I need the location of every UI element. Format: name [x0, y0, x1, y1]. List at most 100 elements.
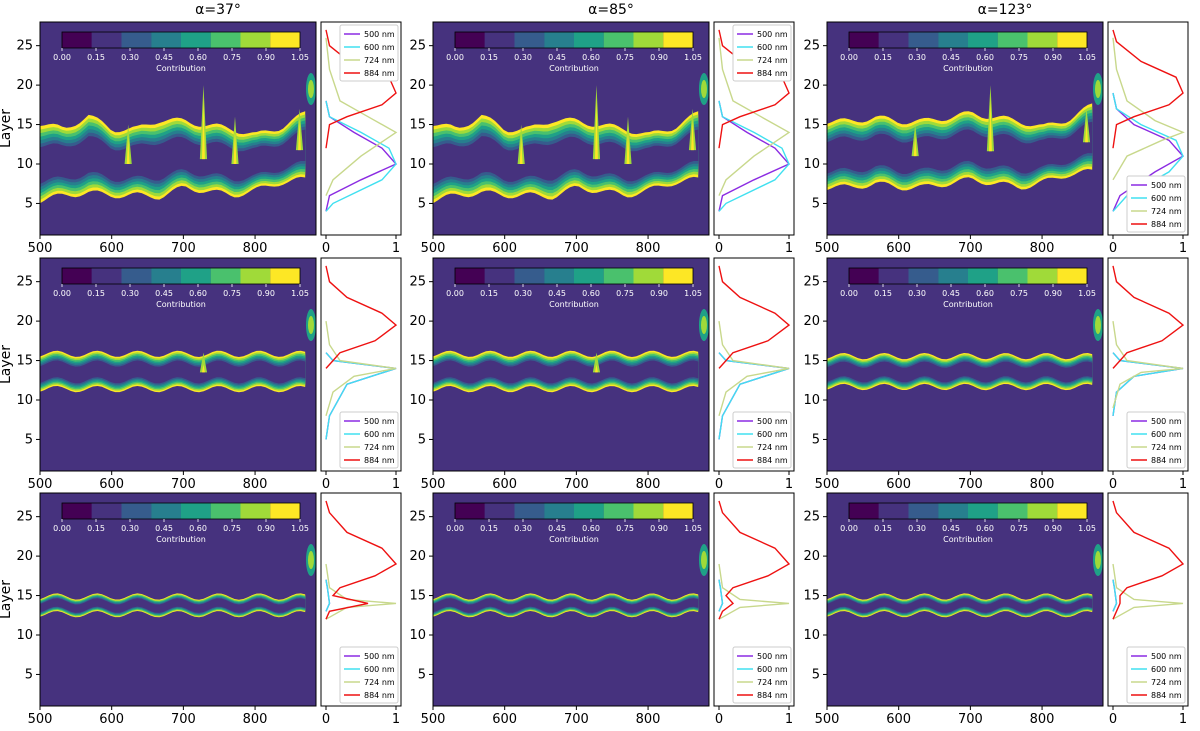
legend: 500 nm 600 nm 724 nm 884 nm	[339, 411, 399, 469]
x-tick-label: 700	[564, 712, 589, 727]
legend-box	[1126, 411, 1186, 469]
colorbar-tick-label: 0.15	[874, 289, 892, 298]
contour-spike-core	[298, 120, 301, 151]
colorbar: 0.00 0.15 0.30 0.45 0.60 0.75 0.90 1.05 Contribu…	[446, 502, 702, 544]
side-axes-frame	[1107, 257, 1189, 472]
colorbar-tick-label: 0.30	[908, 53, 926, 62]
colorbar-swatch	[663, 503, 693, 519]
colorbar-frame	[61, 31, 301, 49]
colorbar-frame	[848, 267, 1088, 285]
colorbar-label: Contribution	[156, 300, 206, 309]
side-x-tick-label: 1	[785, 477, 793, 492]
x-tick-label: 600	[886, 241, 911, 256]
colorbar-tick-label: 0.00	[840, 53, 858, 62]
colorbar-frame	[61, 267, 301, 285]
legend: 500 nm 600 nm 724 nm 884 nm	[1126, 646, 1186, 704]
y-tick-label: 5	[25, 196, 33, 211]
colorbar-swatch	[997, 32, 1028, 48]
side-x-tick-label: 1	[392, 477, 400, 492]
colorbar-tick-label: 0.60	[976, 289, 994, 298]
colorbar-swatch	[121, 268, 152, 284]
colorbar-swatch	[908, 503, 939, 519]
y-tick-label: 15	[16, 118, 33, 133]
colorbar-tick-label: 0.90	[650, 524, 668, 533]
colorbar-tick-label: 0.60	[582, 53, 600, 62]
colorbar-swatch	[997, 268, 1028, 284]
y-tick-label: 25	[409, 39, 426, 54]
legend-box	[732, 24, 792, 82]
edge-blob-core	[1094, 80, 1101, 99]
x-tick-label: 800	[243, 712, 268, 727]
contour-level	[827, 598, 1093, 613]
colorbar-swatch	[574, 503, 604, 519]
colorbar-swatch	[62, 32, 92, 48]
side-axes-frame	[320, 257, 402, 472]
y-tick-label: 10	[16, 393, 33, 408]
legend-label: 500 nm	[757, 417, 788, 426]
contour-level	[827, 361, 1093, 383]
heatmap-area	[827, 22, 1103, 235]
colorbar-tick-label: 0.60	[189, 524, 207, 533]
legend-label: 724 nm	[1151, 443, 1182, 452]
side-x-tick-label: 0	[715, 241, 723, 256]
legend-label: 724 nm	[757, 678, 788, 687]
legend-label: 500 nm	[757, 30, 788, 39]
x-tick-label: 700	[564, 241, 589, 256]
colorbar-swatch	[270, 268, 300, 284]
colorbar-swatch	[181, 32, 211, 48]
legend: 500 nm 600 nm 724 nm 884 nm	[732, 24, 792, 82]
colorbar-label: Contribution	[943, 535, 993, 544]
x-tick-label: 800	[636, 477, 661, 492]
colorbar-tick-label: 0.45	[548, 289, 566, 298]
legend-label: 724 nm	[1151, 678, 1182, 687]
profile-line-884-nm	[718, 29, 790, 149]
x-tick-label: 600	[886, 712, 911, 727]
y-tick-label: 15	[803, 118, 820, 133]
colorbar: 0.00 0.15 0.30 0.45 0.60 0.75 0.90 1.05 Contribu…	[840, 267, 1096, 309]
y-tick-label: 20	[16, 78, 33, 93]
edge-blob-core	[700, 80, 707, 99]
x-tick-label: 800	[1030, 241, 1055, 256]
contour-spike-core	[626, 128, 630, 164]
colorbar-tick-label: 0.60	[976, 53, 994, 62]
colorbar-tick-label: 0.75	[223, 53, 241, 62]
colorbar-tick-label: 0.30	[514, 524, 532, 533]
colorbar-swatch	[270, 503, 300, 519]
y-tick-label: 5	[418, 667, 426, 682]
colorbar-swatch	[240, 503, 271, 519]
side-x-tick-label: 0	[322, 712, 330, 727]
y-tick-label: 5	[812, 432, 820, 447]
x-tick-label: 800	[243, 241, 268, 256]
colorbar-tick-label: 0.60	[189, 289, 207, 298]
colorbar-swatch	[514, 32, 545, 48]
heatmap-area	[433, 22, 709, 235]
y-tick-label: 15	[16, 354, 33, 369]
x-tick-label: 800	[1030, 712, 1055, 727]
colorbar: 0.00 0.15 0.30 0.45 0.60 0.75 0.90 1.05 Contribu…	[446, 267, 702, 309]
y-tick-label: 25	[803, 275, 820, 290]
colorbar-tick-label: 0.30	[514, 53, 532, 62]
y-tick-label: 20	[16, 549, 33, 564]
colorbar-swatch	[849, 32, 879, 48]
colorbar-swatch	[514, 503, 545, 519]
y-tick-label: 25	[803, 39, 820, 54]
legend-label: 724 nm	[757, 443, 788, 452]
y-tick-label: 15	[803, 589, 820, 604]
colorbar-tick-label: 1.05	[291, 524, 309, 533]
colorbar-swatch	[484, 268, 515, 284]
heatmap-area	[827, 258, 1103, 471]
y-tick-label: 10	[16, 157, 33, 172]
colorbar-swatch	[544, 32, 574, 48]
colorbar-swatch	[938, 268, 968, 284]
colorbar-swatch	[91, 503, 122, 519]
profile-line-884-nm	[718, 265, 791, 369]
column-title-2: α=85°	[588, 2, 634, 18]
profile-line-724-nm	[718, 37, 791, 196]
profile-line-724-nm	[1112, 320, 1184, 409]
panel-r1-c1: 0.00 0.15 0.30 0.45 0.60 0.75 0.90 1.05 Contribu…	[0, 21, 402, 256]
colorbar-swatch	[938, 503, 968, 519]
colorbar-swatch	[878, 503, 909, 519]
legend-label: 884 nm	[364, 456, 395, 465]
main-axes-frame	[432, 257, 710, 472]
edge-blob-core	[307, 80, 314, 99]
